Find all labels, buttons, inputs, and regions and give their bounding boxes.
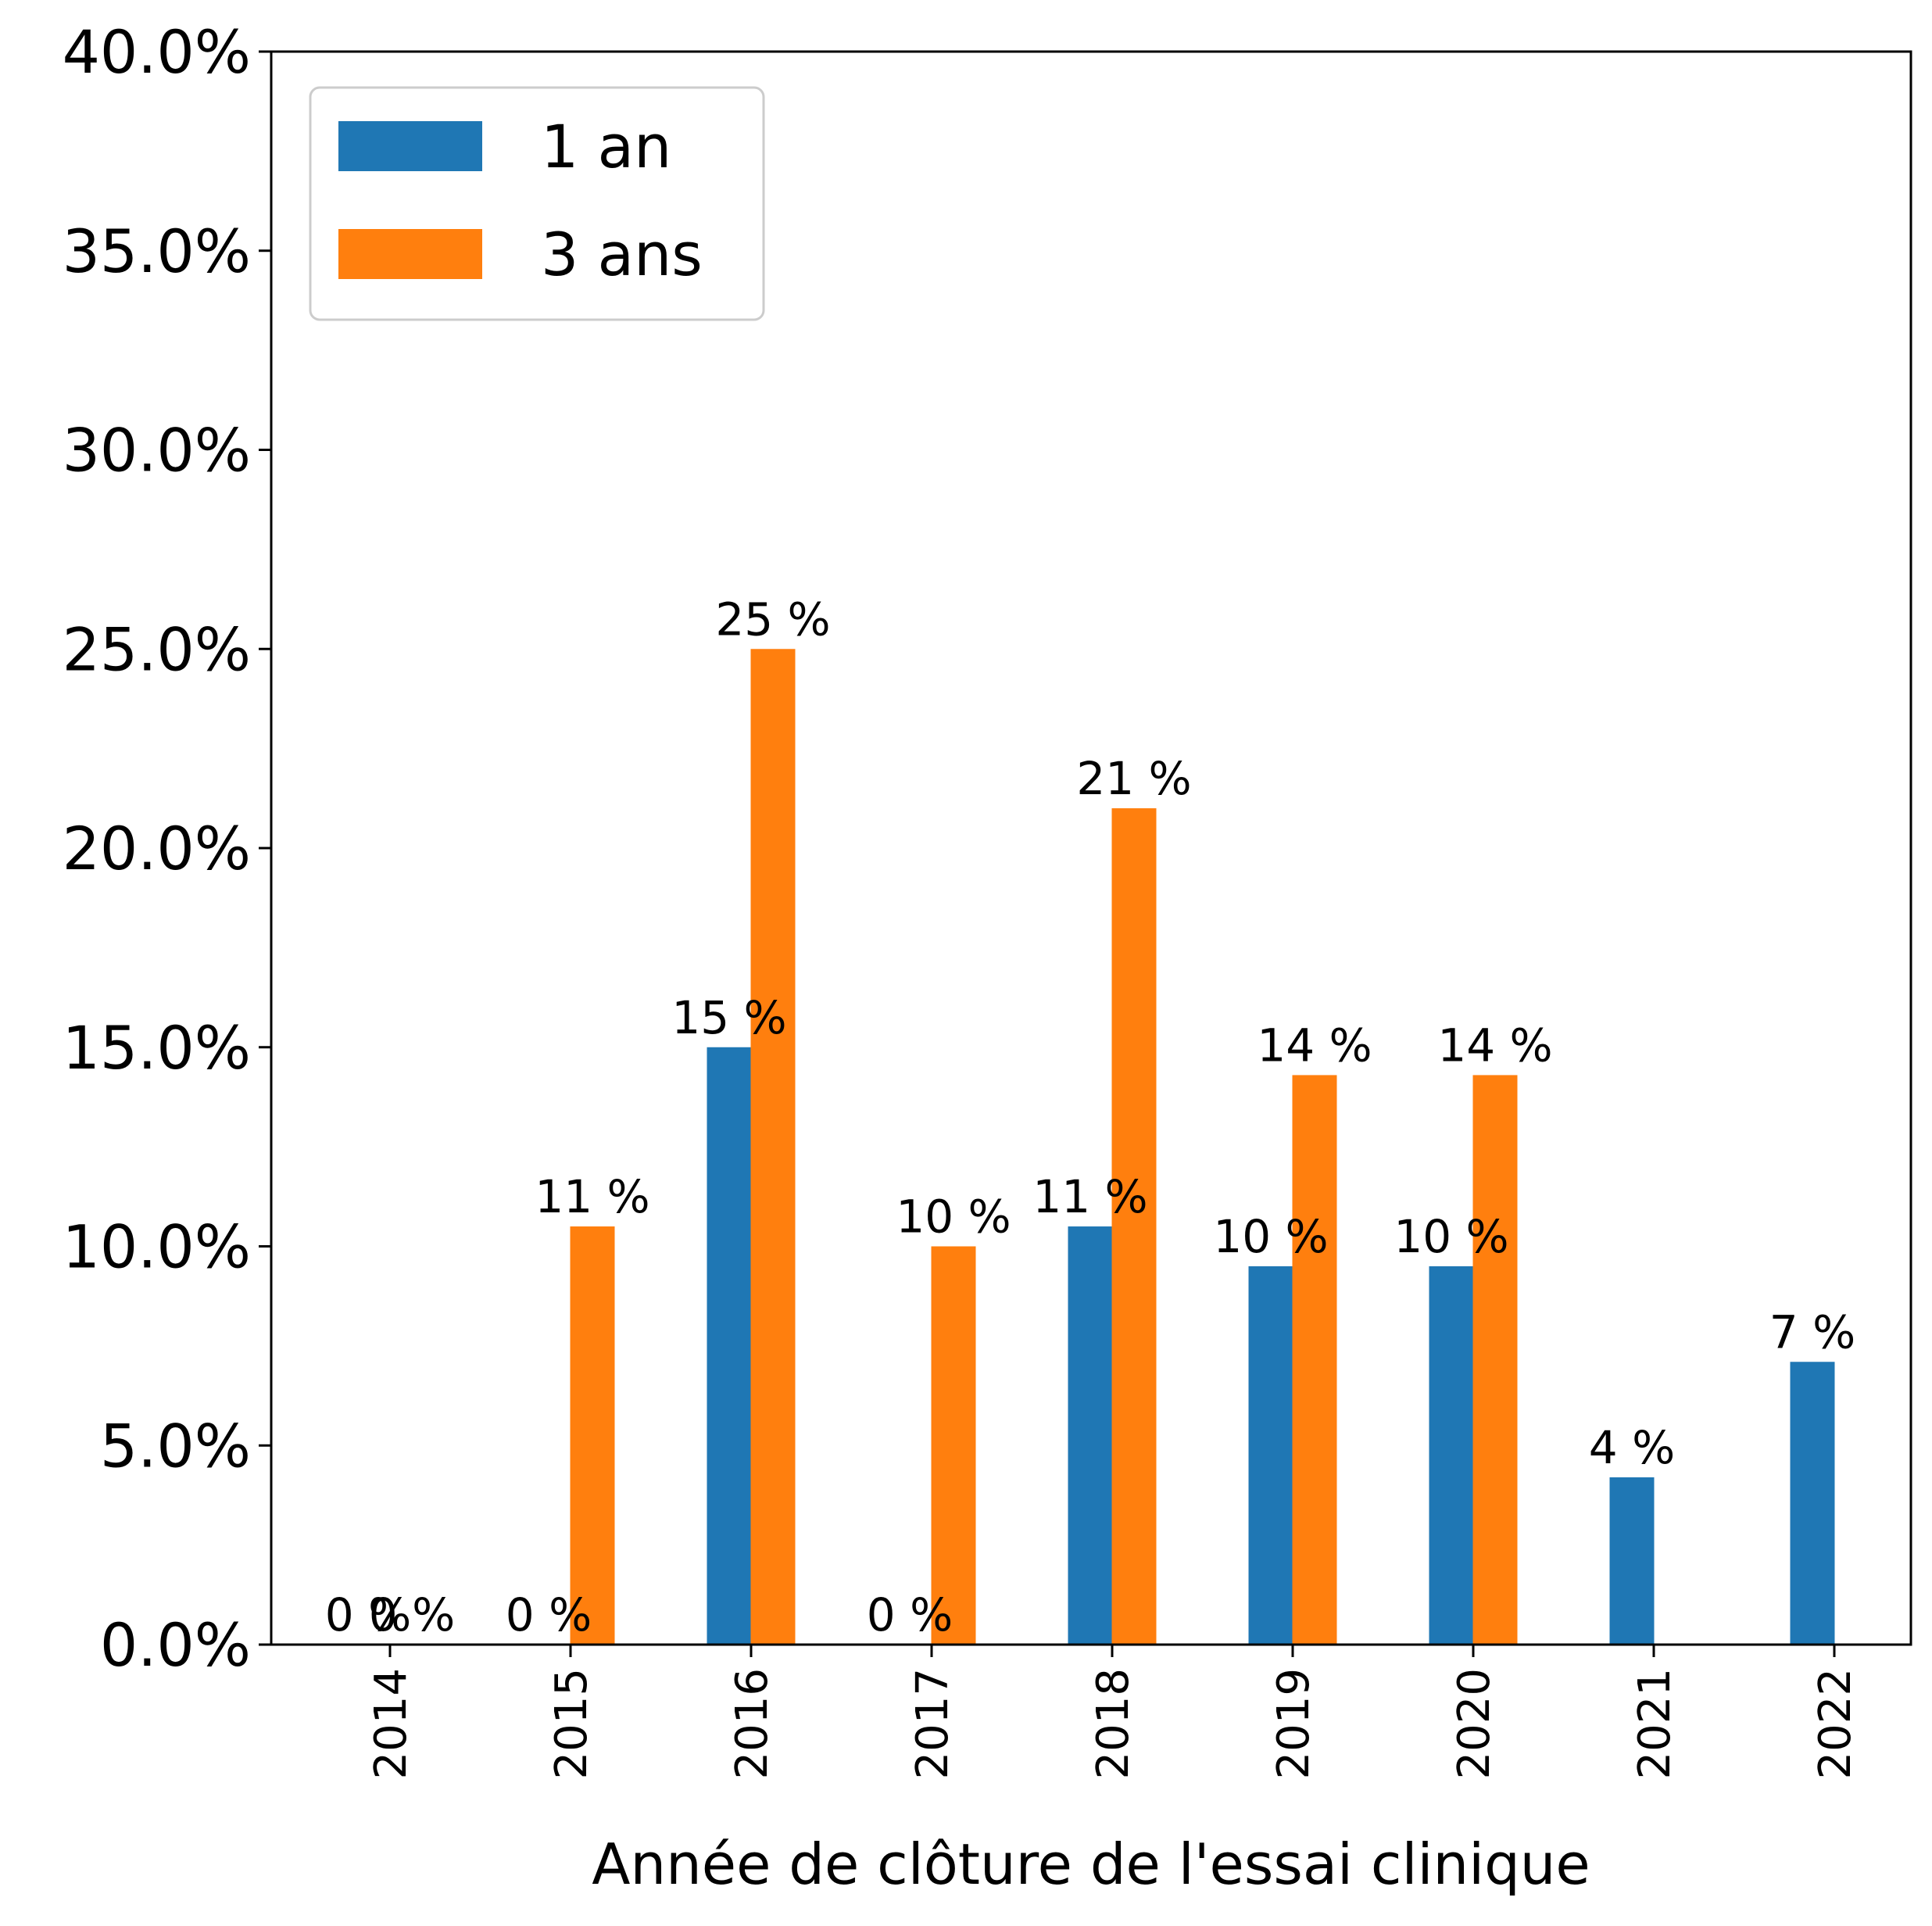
bar-series-1-2020 <box>1429 1266 1474 1645</box>
bar-series-2-2017 <box>931 1246 976 1645</box>
bar-value-label: 10 % <box>896 1190 1011 1244</box>
bar-value-label: 0 % <box>506 1588 592 1641</box>
bar-value-label: 0 % <box>325 1588 411 1641</box>
bar-series-2-2018 <box>1111 808 1157 1645</box>
y-tick-label: 15.0% <box>63 1013 251 1083</box>
bar-value-label: 11 % <box>1032 1170 1147 1223</box>
x-tick-label: 2020 <box>1449 1668 1500 1780</box>
bars-layer <box>570 649 1835 1645</box>
bar-value-label: 14 % <box>1437 1018 1552 1072</box>
y-tick-label: 40.0% <box>63 17 251 87</box>
bar-series-2-2019 <box>1292 1075 1337 1645</box>
x-tick-label: 2021 <box>1630 1668 1680 1780</box>
bar-labels-layer: 0 % 0 %15 %0 %11 %10 % 10 %4 %7 %0 %11 %25… <box>325 592 1855 1641</box>
legend: 1 an 3 ans <box>309 86 765 321</box>
y-axis: 0.0% 5.0% 10.0% 15.0% 20.0% 25.0% 30.0% 35.0% 40… <box>63 17 271 1680</box>
y-tick-label: 0.0% <box>100 1610 251 1680</box>
bar-value-label: 11 % <box>535 1170 649 1223</box>
bar-value-label: 4 % <box>1589 1421 1675 1474</box>
bar-value-label: 0 % <box>369 1588 455 1641</box>
x-tick-label: 2022 <box>1810 1668 1861 1780</box>
bar-series-1-2022 <box>1790 1362 1835 1645</box>
x-tick-label: 2016 <box>727 1668 778 1780</box>
y-tick-label: 20.0% <box>63 814 251 883</box>
bar-value-label: 10 % <box>1213 1210 1328 1263</box>
y-tick-label: 25.0% <box>63 614 251 684</box>
legend-swatch-2 <box>338 229 482 279</box>
bar-series-1-2016 <box>707 1047 752 1645</box>
y-tick-label: 35.0% <box>63 217 251 286</box>
x-axis: 2014 2015 2016 2017 2018 2019 2020 2021 2022 <box>366 1645 1861 1780</box>
x-tick-label: 2015 <box>546 1668 597 1780</box>
x-tick-label: 2019 <box>1268 1668 1319 1780</box>
bar-value-label: 25 % <box>715 592 830 646</box>
bar-value-label: 15 % <box>671 991 786 1044</box>
y-tick-label: 5.0% <box>100 1411 251 1480</box>
bar-value-label: 10 % <box>1394 1210 1508 1263</box>
bar-series-1-2021 <box>1609 1477 1655 1645</box>
bar-value-label: 0 % <box>867 1588 953 1641</box>
x-tick-label: 2014 <box>366 1668 417 1780</box>
legend-label-2: 3 ans <box>541 220 703 289</box>
x-tick-label: 2017 <box>907 1668 958 1780</box>
bar-value-label: 21 % <box>1076 752 1191 805</box>
bar-series-1-2018 <box>1068 1226 1113 1645</box>
legend-swatch-1 <box>338 121 482 171</box>
bar-value-label: 7 % <box>1769 1305 1855 1359</box>
y-tick-label: 30.0% <box>63 416 251 485</box>
x-axis-label: Année de clôture de l'essai clinique <box>592 1831 1590 1897</box>
bar-series-2-2016 <box>750 649 796 1645</box>
x-tick-label: 2018 <box>1088 1668 1139 1780</box>
legend-label-1: 1 an <box>541 112 671 181</box>
bar-series-1-2019 <box>1248 1266 1293 1645</box>
bar-series-2-2015 <box>570 1226 615 1645</box>
y-tick-label: 10.0% <box>63 1212 251 1282</box>
bar-value-label: 14 % <box>1257 1018 1372 1072</box>
bar-series-2-2020 <box>1472 1075 1518 1645</box>
